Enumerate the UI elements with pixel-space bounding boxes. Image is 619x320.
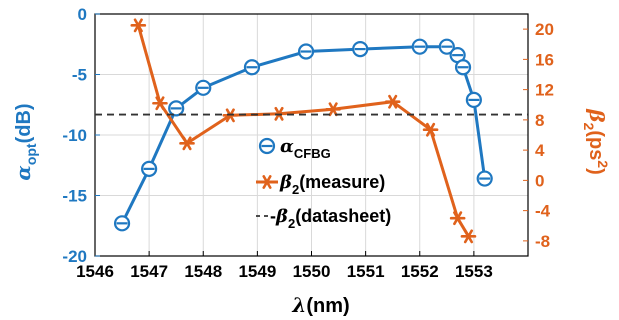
legend-subscript: CFBG — [294, 146, 331, 161]
series-beta-point — [325, 102, 341, 117]
y-axis-label-right: β2(ps2) — [581, 108, 611, 175]
series-beta-point — [152, 96, 168, 111]
y-right-tick-label: 12 — [535, 81, 554, 100]
legend-text: (datasheet) — [295, 206, 391, 226]
legend-symbol: β — [275, 206, 288, 227]
y-right-tick-label: 20 — [535, 20, 554, 39]
series-beta-line — [136, 24, 470, 238]
y-left-tick-label: 0 — [78, 5, 87, 24]
series-beta-point — [422, 122, 439, 137]
y-right-label-symbol: β — [585, 108, 609, 122]
series-alpha-point — [454, 59, 472, 76]
x-tick-label: 1547 — [130, 262, 168, 281]
y-left-label-sub: opt — [23, 143, 39, 165]
series-beta-point — [460, 229, 477, 244]
svg-text:β2(ps2): β2(ps2) — [581, 108, 611, 175]
y-right-label-sub: 2 — [581, 123, 597, 131]
series-alpha-point — [352, 40, 369, 58]
series-alpha-point — [465, 91, 482, 109]
legend-label-datasheet: -β2(datasheet) — [270, 206, 391, 231]
series-alpha-point — [113, 215, 131, 232]
series-alpha-point — [168, 100, 185, 117]
legend-symbol: β — [279, 172, 292, 193]
x-axis-label-symbol: λ — [291, 293, 306, 317]
y-axis-label-left: αopt(dB) — [11, 103, 39, 180]
x-tick-label: 1548 — [184, 262, 222, 281]
y-right-tick-label: 4 — [535, 141, 545, 160]
x-tick-label: 1551 — [347, 262, 385, 281]
x-tick-label: 1549 — [238, 262, 276, 281]
y-left-label-symbol: α — [11, 165, 35, 180]
legend-entry-beta: β2(measure) — [256, 172, 385, 197]
x-tick-label: 1550 — [293, 262, 331, 281]
legend-label-beta: β2(measure) — [279, 172, 385, 197]
legend-text: (measure) — [299, 172, 385, 192]
x-tick-label: 1546 — [76, 262, 114, 281]
series-alpha-point — [195, 79, 212, 96]
y-left-tick-label: -15 — [62, 187, 87, 206]
x-tick-label: 1553 — [455, 262, 493, 281]
y-right-tick-label: 0 — [535, 171, 544, 190]
series-alpha-point — [411, 38, 428, 55]
series-alpha-point — [141, 160, 158, 177]
legend-label-alpha: αCFBG — [280, 136, 331, 161]
legend-marker-beta — [259, 175, 275, 189]
y-left-tick-label: -10 — [62, 126, 87, 145]
y-right-label-unit: (ps — [585, 130, 607, 160]
series-alpha-point — [438, 38, 455, 55]
x-axis-label: λ(nm) — [291, 293, 349, 317]
y-left-tick-label: -5 — [72, 66, 87, 85]
svg-text:αopt(dB): αopt(dB) — [11, 103, 39, 180]
axes-layer: 1546 1547 1548 1549 1550 1551 1552 15530-5-10-1… — [62, 5, 554, 281]
y-right-label-sup: 2 — [595, 160, 611, 168]
series-alpha-point — [297, 43, 315, 60]
y-right-tick-label: 8 — [535, 111, 544, 130]
y-left-tick-label: -20 — [62, 247, 87, 266]
legend-subscript: 2 — [292, 182, 299, 197]
series-layer — [95, 18, 528, 244]
series-beta-point — [179, 136, 195, 151]
y-right-tick-label: -4 — [535, 202, 551, 221]
legend-entry-datasheet: -β2(datasheet) — [256, 206, 391, 231]
x-axis-label-unit: (nm) — [306, 295, 349, 317]
y-right-label-close: ) — [585, 168, 607, 175]
legend-entry-alpha: αCFBG — [258, 136, 331, 161]
series-alpha-point — [243, 59, 261, 76]
y-left-label-unit: (dB) — [13, 103, 35, 143]
legend-prefix: - — [270, 206, 276, 226]
y-right-tick-label: -8 — [535, 232, 550, 251]
series-alpha-point — [476, 170, 493, 187]
legend-marker-alpha — [258, 137, 276, 155]
legend-subscript: 2 — [288, 216, 295, 231]
series-beta-point — [384, 94, 401, 109]
legend-symbol: α — [280, 136, 294, 157]
series-beta-point — [130, 18, 147, 33]
series-beta-point — [449, 211, 466, 226]
x-tick-label: 1552 — [401, 262, 439, 281]
y-right-tick-label: 16 — [535, 50, 554, 69]
